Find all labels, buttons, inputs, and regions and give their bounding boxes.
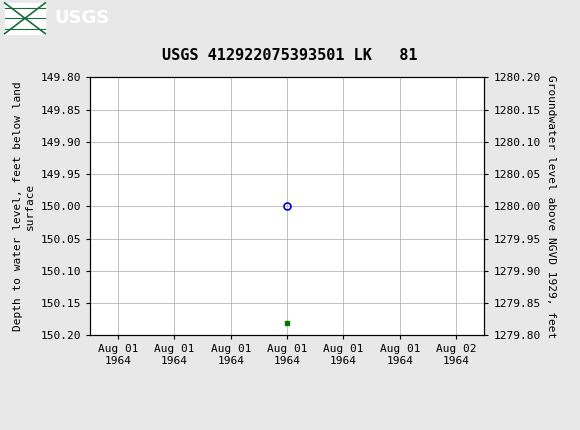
- Text: USGS 412922075393501 LK   81: USGS 412922075393501 LK 81: [162, 49, 418, 63]
- Y-axis label: Groundwater level above NGVD 1929, feet: Groundwater level above NGVD 1929, feet: [546, 75, 556, 338]
- Bar: [5, 3, 45, 34]
- Text: USGS: USGS: [54, 9, 109, 27]
- Y-axis label: Depth to water level, feet below land
surface: Depth to water level, feet below land su…: [13, 82, 35, 331]
